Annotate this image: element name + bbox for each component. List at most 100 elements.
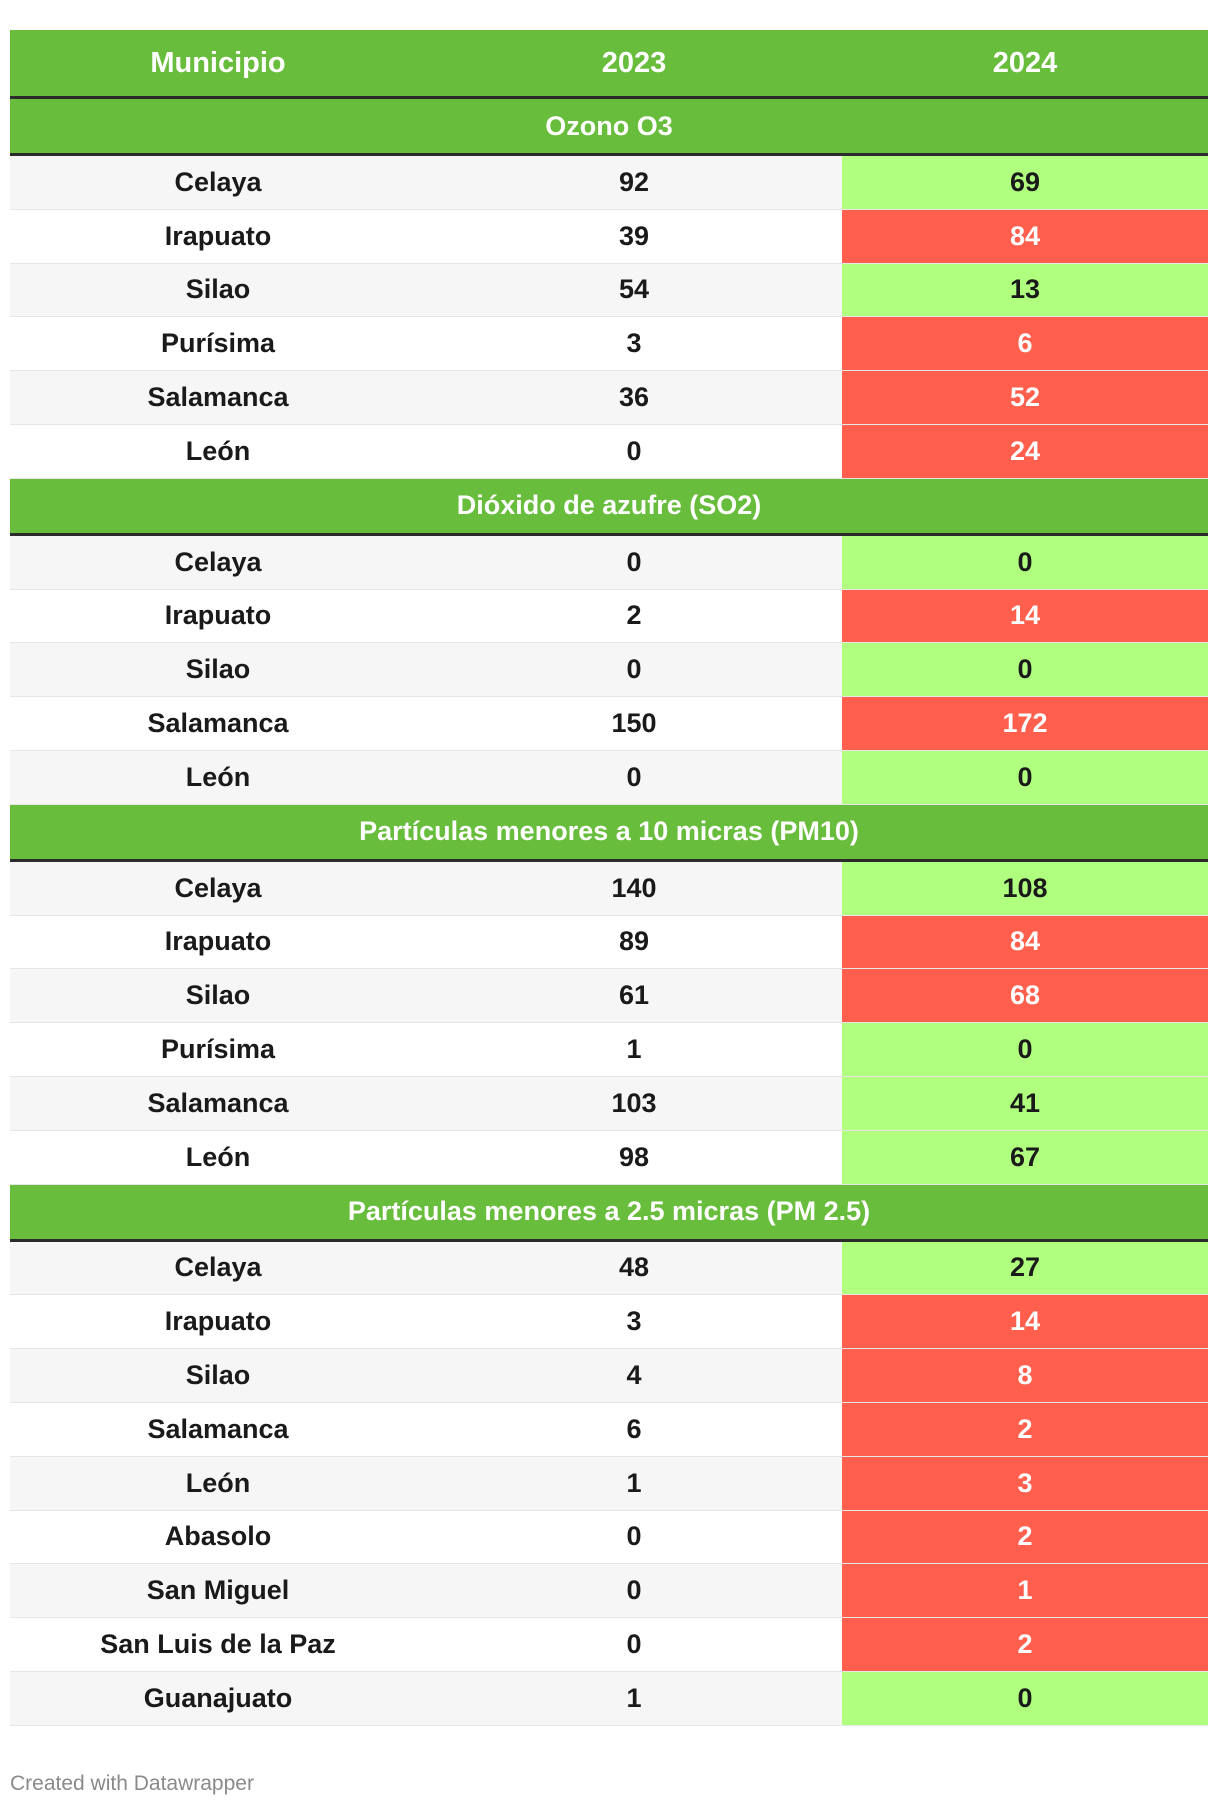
value-2023-cell: 92 [618, 166, 650, 197]
value-2024-cell: 84 [842, 209, 1208, 263]
table-row: San Miguel 0 1 [10, 1564, 1208, 1619]
column-header-2023: 2023 [601, 46, 667, 79]
value-2023-cell: 48 [618, 1252, 650, 1283]
value-2024-cell: 0 [842, 750, 1208, 804]
municipio-cell: León [185, 435, 251, 466]
municipio-cell: Salamanca [147, 1087, 289, 1118]
municipio-cell: León [185, 761, 251, 792]
value-2024-cell: 0 [842, 1023, 1208, 1076]
value-2023-cell: 103 [611, 1087, 657, 1118]
municipio-cell: Irapuato [164, 1306, 272, 1337]
value-2024-cell: 69 [842, 156, 1208, 209]
value-2023-cell: 0 [626, 1629, 642, 1660]
value-2024-cell: 0 [842, 1671, 1208, 1725]
table-row: Celaya 92 69 [10, 156, 1208, 210]
value-2024-cell: 108 [842, 861, 1208, 915]
value-2024-cell: 14 [842, 589, 1208, 643]
table-body: Ozono O3 Celaya 92 69 Irapuato 39 84 Silao 54 13 P… [10, 99, 1208, 1726]
value-2023-cell: 36 [618, 382, 650, 413]
value-2023-cell: 150 [611, 708, 657, 739]
table-row: Salamanca 103 41 [10, 1076, 1208, 1131]
value-2023-cell: 0 [626, 761, 642, 792]
table-row: Silao 0 0 [10, 643, 1208, 698]
value-2024-cell: 67 [842, 1130, 1208, 1184]
municipio-cell: León [185, 1141, 251, 1172]
table-row: León 1 3 [10, 1456, 1208, 1511]
value-2023-cell: 3 [626, 1306, 642, 1337]
value-2023-cell: 1 [626, 1682, 642, 1713]
table-row: León 98 67 [10, 1130, 1208, 1185]
value-2023-cell: 61 [618, 980, 650, 1011]
value-2023-cell: 98 [618, 1141, 650, 1172]
municipio-cell: Celaya [174, 546, 262, 577]
municipio-cell: Silao [185, 980, 251, 1011]
value-2023-cell: 0 [626, 1521, 642, 1552]
value-2024-cell: 2 [842, 1510, 1208, 1564]
municipio-cell: Guanajuato [143, 1682, 293, 1713]
table-row: Silao 61 68 [10, 969, 1208, 1024]
value-2024-cell: 0 [842, 643, 1208, 697]
value-2024-cell: 68 [842, 969, 1208, 1023]
value-2024-cell: 24 [842, 424, 1208, 478]
value-2023-cell: 140 [611, 872, 657, 903]
table-row: Silao 4 8 [10, 1349, 1208, 1403]
table-row: Salamanca 36 52 [10, 371, 1208, 425]
municipio-cell: Purísima [160, 1034, 276, 1065]
table-header: Municipio 2023 2024 [10, 30, 1208, 99]
value-2024-cell: 3 [842, 1456, 1208, 1510]
table-row: León 0 24 [10, 424, 1208, 479]
table-row: Salamanca 150 172 [10, 697, 1208, 751]
table-row: San Luis de la Paz 0 2 [10, 1618, 1208, 1672]
table-row: Guanajuato 1 0 [10, 1671, 1208, 1726]
value-2023-cell: 39 [618, 220, 650, 251]
table-row: León 0 0 [10, 750, 1208, 805]
value-2023-cell: 3 [626, 328, 642, 359]
value-2023-cell: 54 [618, 274, 650, 305]
value-2024-cell: 2 [842, 1618, 1208, 1671]
municipio-cell: Silao [185, 654, 251, 685]
table-row: Purísima 1 0 [10, 1023, 1208, 1077]
section-header: Ozono O3 [10, 99, 1208, 156]
value-2024-cell: 14 [842, 1295, 1208, 1349]
value-2023-cell: 0 [626, 435, 642, 466]
section-header: Dióxido de azufre (SO2) [10, 478, 1208, 536]
municipio-cell: Silao [185, 274, 251, 305]
table-row: Celaya 0 0 [10, 535, 1208, 590]
value-2024-cell: 41 [842, 1076, 1208, 1130]
table-row: Abasolo 0 2 [10, 1510, 1208, 1565]
municipio-cell: Celaya [174, 1252, 262, 1283]
municipio-cell: Celaya [174, 166, 262, 197]
table-row: Purísima 3 6 [10, 317, 1208, 372]
value-2023-cell: 2 [626, 600, 642, 631]
value-2023-cell: 0 [626, 1575, 642, 1606]
table-row: Irapuato 39 84 [10, 209, 1208, 264]
municipio-cell: Abasolo [164, 1521, 272, 1552]
table-row: Celaya 140 108 [10, 861, 1208, 916]
table-row: Silao 54 13 [10, 263, 1208, 318]
footer-credit: Created with Datawrapper [10, 1772, 254, 1795]
table-row: Irapuato 2 14 [10, 589, 1208, 644]
table-row: Celaya 48 27 [10, 1241, 1208, 1296]
municipio-cell: Irapuato [164, 600, 272, 631]
municipio-cell: Salamanca [147, 382, 289, 413]
table-row: Irapuato 3 14 [10, 1295, 1208, 1350]
value-2023-cell: 6 [626, 1413, 642, 1444]
section-header: Partículas menores a 2.5 micras (PM 2.5) [10, 1184, 1208, 1242]
value-2024-cell: 27 [842, 1241, 1208, 1295]
municipio-cell: Celaya [174, 872, 262, 903]
value-2023-cell: 4 [626, 1360, 642, 1391]
value-2024-cell: 0 [842, 535, 1208, 589]
column-header-municipio: Municipio [150, 46, 286, 79]
value-2023-cell: 0 [626, 546, 642, 577]
value-2023-cell: 89 [618, 926, 650, 957]
municipio-cell: Purísima [160, 328, 276, 359]
value-2024-cell: 1 [842, 1564, 1208, 1618]
value-2024-cell: 6 [842, 317, 1208, 371]
value-2023-cell: 1 [626, 1467, 642, 1498]
section-header: Partículas menores a 10 micras (PM10) [10, 804, 1208, 862]
table-row: Irapuato 89 84 [10, 915, 1208, 970]
value-2024-cell: 52 [842, 371, 1208, 424]
municipio-cell: Irapuato [164, 926, 272, 957]
value-2023-cell: 1 [626, 1034, 642, 1065]
municipio-cell: Silao [185, 1360, 251, 1391]
